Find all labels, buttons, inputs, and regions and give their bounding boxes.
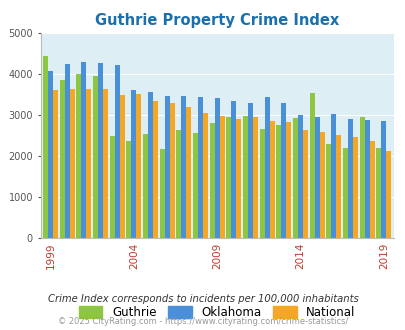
Bar [169,103,174,238]
Bar [264,97,269,238]
Bar [259,129,264,238]
Bar [148,92,153,238]
Bar [126,142,131,238]
Bar [153,101,158,238]
Bar [276,125,281,238]
Bar [48,72,53,238]
Bar [164,96,169,238]
Bar [103,89,108,238]
Bar [314,117,319,238]
Bar [226,117,231,238]
Bar [53,90,58,238]
Bar [109,136,115,238]
Bar [347,119,352,238]
Bar [309,93,314,238]
Bar [330,114,335,238]
Bar [281,103,286,238]
Bar [86,89,91,238]
Bar [119,95,124,238]
Bar [131,90,136,238]
Bar [335,135,341,238]
Bar [60,80,65,238]
Bar [143,135,148,238]
Text: Crime Index corresponds to incidents per 100,000 inhabitants: Crime Index corresponds to incidents per… [47,294,358,304]
Bar [352,137,357,238]
Bar [70,89,75,238]
Bar [252,117,258,238]
Bar [297,115,302,238]
Bar [302,130,307,238]
Bar [198,97,202,238]
Bar [247,103,252,238]
Bar [286,122,291,238]
Bar [269,120,274,238]
Bar [380,121,386,238]
Bar [43,55,48,238]
Legend: Guthrie, Oklahoma, National: Guthrie, Oklahoma, National [74,301,359,323]
Bar [209,123,214,238]
Bar [219,116,224,238]
Bar [243,116,247,238]
Bar [202,113,207,238]
Bar [236,118,241,238]
Bar [98,63,103,238]
Bar [386,151,390,238]
Bar [292,118,297,238]
Bar [186,107,191,238]
Bar [159,149,164,238]
Bar [319,132,324,238]
Bar [359,117,364,238]
Bar [369,141,374,238]
Bar [214,98,219,238]
Bar [176,130,181,238]
Bar [181,96,186,238]
Bar [81,62,86,238]
Bar [115,65,119,238]
Title: Guthrie Property Crime Index: Guthrie Property Crime Index [95,13,339,28]
Bar [231,101,236,238]
Bar [192,133,198,238]
Bar [326,144,330,238]
Bar [342,148,347,238]
Bar [136,94,141,238]
Bar [93,76,98,238]
Bar [76,74,81,238]
Text: © 2025 CityRating.com - https://www.cityrating.com/crime-statistics/: © 2025 CityRating.com - https://www.city… [58,317,347,326]
Bar [65,64,70,238]
Bar [375,148,380,238]
Bar [364,120,369,238]
